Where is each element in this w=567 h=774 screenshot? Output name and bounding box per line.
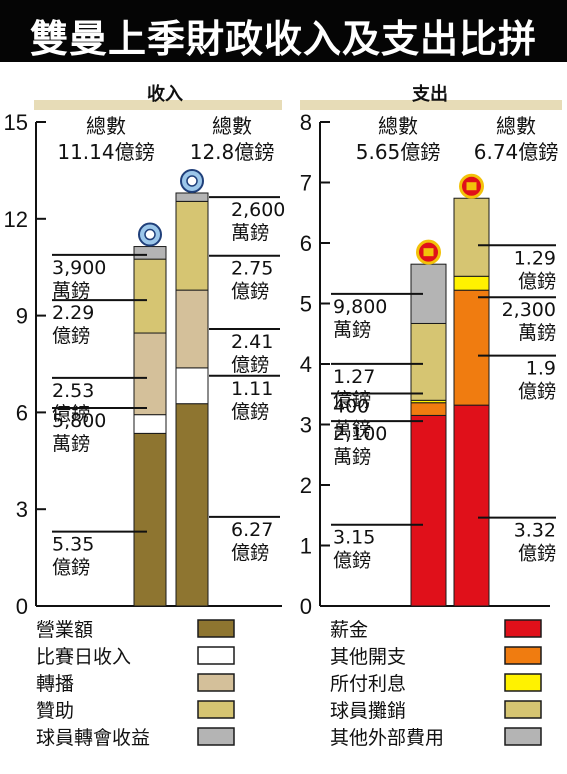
legend-label: 比賽日收入 bbox=[36, 646, 131, 668]
legend-swatch bbox=[197, 619, 235, 638]
chart-title: 雙曼上季財政收入及支出比拼 bbox=[29, 17, 537, 61]
segment-label: 1.11 億鎊 bbox=[231, 378, 273, 423]
y-tick-label: 5 bbox=[300, 292, 312, 317]
segment-label: 2,300 萬鎊 bbox=[502, 299, 556, 344]
y-tick-label: 4 bbox=[300, 352, 312, 377]
bar-segment bbox=[133, 432, 167, 607]
legend-label: 營業額 bbox=[36, 619, 93, 641]
segment-label: 400 萬鎊 bbox=[333, 396, 371, 441]
y-tick-label: 7 bbox=[300, 171, 312, 196]
segment-label: 9,800 萬鎊 bbox=[333, 296, 387, 341]
panel-header-band bbox=[34, 100, 282, 110]
total-label: 總數 12.8億鎊 bbox=[190, 114, 275, 164]
legend-swatch bbox=[197, 700, 235, 719]
y-tick-label: 2 bbox=[300, 473, 312, 498]
legend-swatch bbox=[504, 673, 542, 692]
legend-swatch bbox=[197, 673, 235, 692]
y-tick-label: 12 bbox=[4, 207, 28, 232]
bar-segment bbox=[133, 246, 167, 260]
legend-label: 球員攤銷 bbox=[330, 700, 406, 722]
bar-segment bbox=[453, 289, 490, 406]
panel-title: 收入 bbox=[147, 83, 183, 105]
legend-swatch bbox=[197, 727, 235, 746]
segment-label: 2.53 億鎊 bbox=[52, 380, 94, 425]
panel-title: 支出 bbox=[411, 83, 448, 105]
y-tick-label: 3 bbox=[300, 413, 312, 438]
segment-label: 3,900 萬鎊 bbox=[52, 257, 106, 302]
legend-swatch bbox=[504, 619, 542, 638]
segment-label: 2.41 億鎊 bbox=[231, 331, 273, 376]
title-banner: 雙曼上季財政收入及支出比拼 bbox=[0, 0, 567, 62]
legend-swatch bbox=[504, 646, 542, 665]
bar-segment bbox=[453, 197, 490, 277]
club-crest-icon bbox=[423, 248, 434, 257]
y-tick-label: 9 bbox=[16, 304, 28, 329]
segment-label: 2.75 億鎊 bbox=[231, 258, 273, 303]
segment-label: 6.27 億鎊 bbox=[231, 519, 273, 564]
y-tick-label: 0 bbox=[300, 594, 312, 619]
segment-label: 5,800 萬鎊 bbox=[52, 410, 106, 455]
bar-segment bbox=[453, 404, 490, 607]
y-tick-label: 6 bbox=[16, 400, 28, 425]
bar-segment bbox=[133, 332, 167, 416]
segment-label: 2,100 萬鎊 bbox=[333, 423, 387, 468]
legend-swatch bbox=[504, 700, 542, 719]
segment-label: 3.15 億鎊 bbox=[333, 527, 375, 572]
bar-segment bbox=[133, 258, 167, 334]
bar-segment bbox=[133, 414, 167, 434]
legend-label: 贊助 bbox=[36, 700, 74, 722]
segment-label: 5.35 億鎊 bbox=[52, 534, 94, 579]
bar-segment bbox=[175, 367, 209, 405]
y-tick-label: 15 bbox=[4, 110, 28, 135]
legend-swatch bbox=[197, 646, 235, 665]
legend-label: 所付利息 bbox=[330, 673, 406, 695]
legend-swatch bbox=[504, 727, 542, 746]
legend-label: 轉播 bbox=[36, 673, 74, 695]
segment-label: 2.29 億鎊 bbox=[52, 302, 94, 347]
y-tick-label: 8 bbox=[300, 110, 312, 135]
legend-label: 其他開支 bbox=[330, 646, 406, 668]
y-tick-label: 3 bbox=[16, 497, 28, 522]
club-crest-icon bbox=[144, 228, 156, 241]
segment-label: 1.27 億鎊 bbox=[333, 366, 375, 411]
bar-segment bbox=[410, 402, 447, 416]
y-tick-label: 6 bbox=[300, 231, 312, 256]
legend-label: 球員轉會收益 bbox=[36, 727, 150, 749]
y-tick-label: 1 bbox=[300, 534, 312, 559]
legend-label: 其他外部費用 bbox=[330, 727, 444, 749]
bar-segment bbox=[175, 289, 209, 369]
segment-label: 1.29 億鎊 bbox=[514, 247, 556, 292]
segment-label: 1.9 億鎊 bbox=[518, 358, 556, 403]
total-label: 總數 11.14億鎊 bbox=[57, 114, 154, 164]
bar-segment bbox=[175, 192, 209, 202]
bar-segment bbox=[453, 275, 490, 291]
total-label: 總數 6.74億鎊 bbox=[474, 114, 559, 164]
y-tick-label: 0 bbox=[16, 594, 28, 619]
total-label: 總數 5.65億鎊 bbox=[356, 114, 441, 164]
bar-segment bbox=[175, 200, 209, 291]
panel-header-band bbox=[300, 100, 562, 110]
club-crest-icon bbox=[186, 175, 198, 187]
bar-segment bbox=[410, 322, 447, 401]
club-crest-icon bbox=[466, 182, 477, 191]
segment-label: 2,600 萬鎊 bbox=[231, 199, 285, 244]
legend-label: 薪金 bbox=[330, 619, 368, 641]
bar-segment bbox=[175, 403, 209, 607]
bar-segment bbox=[410, 414, 447, 607]
segment-label: 3.32 億鎊 bbox=[514, 520, 556, 565]
